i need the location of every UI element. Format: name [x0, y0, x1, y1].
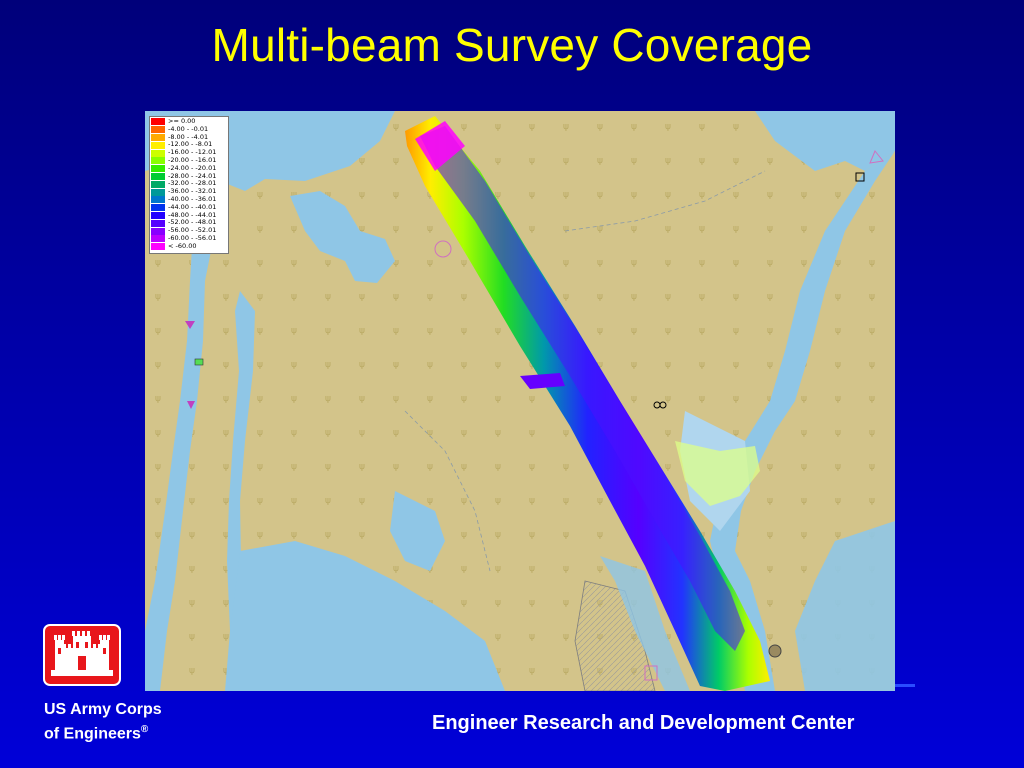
legend-swatch — [151, 235, 165, 243]
legend-entry: -40.00 - -36.01 — [151, 194, 227, 204]
legend-swatch — [151, 172, 165, 180]
legend-swatch — [151, 196, 165, 204]
southeast-water — [795, 521, 895, 691]
legend-entry: < -60.00 — [151, 241, 227, 251]
buoy-marker-2 — [659, 401, 667, 409]
legend-entry: -32.00 - -28.01 — [151, 180, 227, 188]
beacon-marker — [855, 172, 865, 182]
slide-title: Multi-beam Survey Coverage — [211, 19, 813, 71]
legend-entry: -52.00 - -48.01 — [151, 219, 227, 227]
deep-channel — [420, 126, 745, 651]
legend-swatch — [151, 165, 165, 173]
survey-fan — [675, 441, 760, 506]
legend-label: -24.00 - -20.01 — [168, 163, 217, 172]
pier-marker — [768, 644, 782, 658]
light-marker — [434, 240, 452, 258]
footer-center-name: Engineer Research and Development Center — [432, 712, 855, 734]
boundary-line — [564, 170, 766, 232]
anchor-marker — [869, 150, 884, 164]
legend-entry: -36.00 - -32.01 — [151, 187, 227, 196]
legend-swatch — [151, 180, 165, 188]
scale-bar — [895, 684, 915, 687]
notice-marker — [644, 665, 658, 681]
legend-label: -44.00 - -40.01 — [168, 202, 217, 211]
bay-water-east — [755, 111, 895, 171]
legend-entry: -20.00 - -16.01 — [151, 155, 227, 165]
legend-entry: -4.00 - -0.01 — [151, 124, 227, 134]
legend-swatch — [151, 133, 165, 141]
legend-entry: -28.00 - -24.01 — [151, 171, 227, 181]
legend-label: -40.00 - -36.01 — [168, 194, 217, 203]
nautical-chart: ψ — [145, 111, 895, 691]
legend-label: -8.00 - -4.01 — [168, 132, 209, 141]
org-line-2: of Engineers® — [44, 720, 162, 744]
survey-spur — [520, 373, 565, 389]
legend-swatch — [151, 149, 165, 157]
legend-entry: -8.00 - -4.01 — [151, 132, 227, 142]
pond — [390, 491, 445, 571]
legend-entry: >= 0.00 — [151, 117, 227, 126]
legend-entry: -16.00 - -12.01 — [151, 148, 227, 157]
legend-swatch — [151, 157, 165, 165]
legend-swatch — [151, 118, 165, 126]
legend-label: -20.00 - -16.01 — [168, 155, 217, 164]
deep-pocket — [415, 121, 465, 171]
nav-aid-2 — [187, 401, 195, 409]
nav-aid-3 — [194, 358, 204, 366]
legend-label: >= 0.00 — [168, 117, 196, 125]
usace-castle-logo — [43, 624, 121, 686]
legend-entry: -56.00 - -52.01 — [151, 226, 227, 235]
legend-label: -56.00 - -52.01 — [168, 226, 217, 235]
side-channel — [600, 556, 690, 691]
legend-swatch — [151, 141, 165, 149]
nav-aid-1 — [185, 321, 195, 329]
west-river — [145, 201, 215, 691]
legend-swatch — [151, 126, 165, 134]
legend-label: -60.00 - -56.01 — [168, 233, 217, 242]
legend-label: -32.00 - -28.01 — [168, 179, 217, 188]
west-channel — [227, 291, 255, 691]
org-line-2-text: of Engineers — [44, 725, 141, 743]
legend-swatch — [151, 243, 165, 251]
legend-entry: -12.00 - -8.01 — [151, 141, 227, 149]
legend-swatch — [151, 219, 165, 227]
survey-map: ψ — [145, 111, 895, 691]
legend-entry: -44.00 - -40.01 — [151, 202, 227, 212]
legend-label: -28.00 - -24.01 — [168, 171, 217, 180]
legend-label: -16.00 - -12.01 — [168, 148, 217, 157]
legend-swatch — [151, 204, 165, 212]
legend-swatch — [151, 227, 165, 235]
legend-entry: -48.00 - -44.01 — [151, 210, 227, 220]
legend-label: -48.00 - -44.01 — [168, 210, 217, 219]
legend-label: -52.00 - -48.01 — [168, 218, 217, 227]
registered-mark: ® — [140, 724, 149, 735]
org-line-1: US Army Corps — [44, 701, 162, 718]
legend-label: -4.00 - -0.01 — [168, 124, 209, 133]
boundary-line-2 — [404, 410, 491, 572]
legend-entry: -60.00 - -56.01 — [151, 233, 227, 243]
legend-swatch — [151, 211, 165, 219]
legend-swatch — [151, 188, 165, 196]
org-name: US Army Corps of Engineers® — [44, 700, 162, 744]
inlet-water — [290, 191, 395, 283]
depth-legend: >= 0.00 -4.00 - -0.01 -8.00 - -4.01 -12.00 … — [149, 116, 229, 254]
legend-label: -36.00 - -32.01 — [168, 187, 217, 196]
legend-label: < -60.00 — [168, 241, 197, 250]
legend-label: -12.00 - -8.01 — [168, 140, 213, 149]
castle-icon — [51, 631, 113, 676]
legend-entry: -24.00 - -20.01 — [151, 163, 227, 173]
south-bay — [225, 541, 505, 691]
